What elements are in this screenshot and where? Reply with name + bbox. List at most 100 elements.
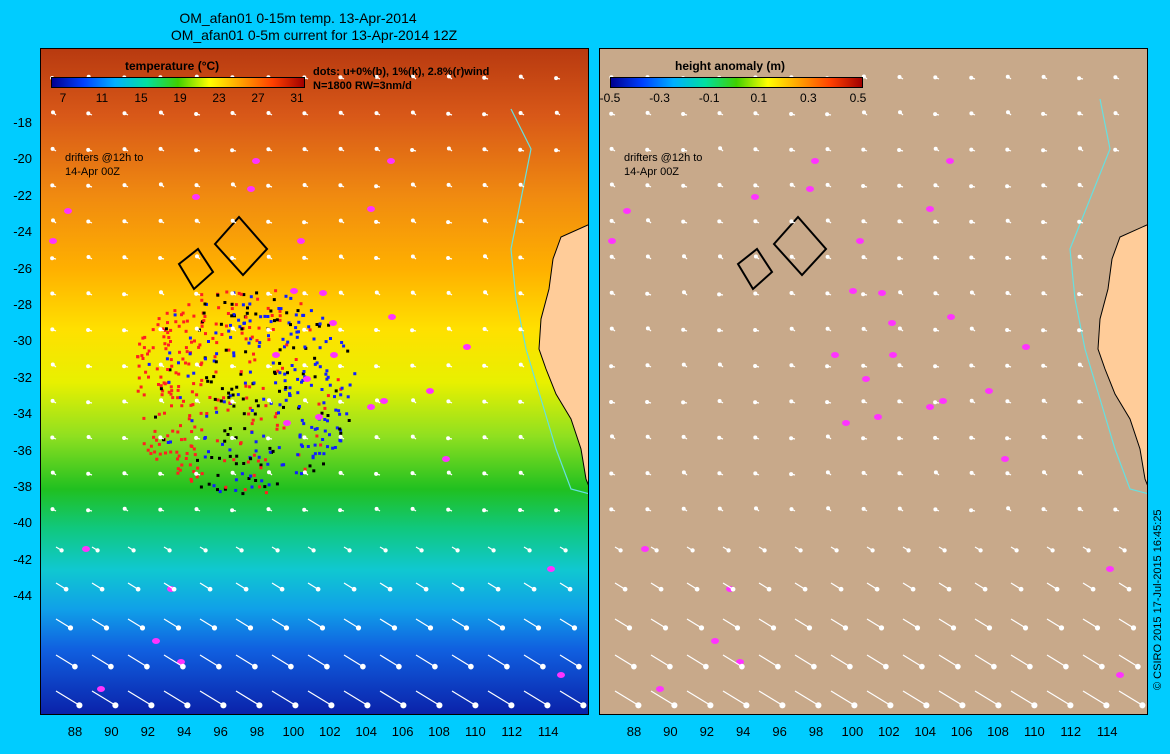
particle-dot [241,303,245,307]
particle-dot [157,317,161,321]
current-vector-head [436,702,443,709]
current-vector-head [789,436,794,441]
particle-dot [238,325,242,329]
particle-dot [149,452,153,455]
height-anomaly-map-panel[interactable]: height anomaly (m) -0.5 -0.3 -0.1 0.1 0.3 0.5… [599,48,1148,715]
current-vector [235,618,251,629]
particle-dot [181,357,185,361]
particle-dot [282,405,285,409]
current-vector-head [230,182,235,187]
particle-dot [281,337,285,341]
longitude-label: 110 [465,724,486,739]
current-vector-head [1135,663,1141,670]
current-vector-head [933,507,938,512]
current-vector-head [446,399,451,404]
particle-dot [244,384,248,388]
current-vector-head [446,326,451,331]
current-vector-head [338,75,343,80]
particle-dot [142,416,146,420]
current-vector-head [654,548,659,553]
current-vector-head [645,147,650,152]
particle-dot [334,389,338,393]
particle-dot [223,487,227,491]
particle-dot [295,330,299,334]
particle-dot [159,375,163,379]
current-vector-head [319,625,326,631]
particle-dot [237,291,241,295]
map-title-line-1: OM_afan01 0-15m temp. 13-Apr-2014 [179,10,417,26]
particle-dot [235,454,239,458]
particle-dot [263,485,267,489]
current-vector-head [374,290,379,295]
current-vector-head [1005,147,1010,152]
current-vector-head [1041,291,1046,296]
particle-dot [271,449,275,453]
particle-dot [286,371,289,375]
current-vector-head [1077,76,1082,81]
particle-dot [182,320,186,324]
particle-dot [325,377,329,381]
colorbar-tick: 19 [173,91,187,105]
current-vector [55,618,71,629]
current-vector-head [355,625,362,631]
particle-dot [245,311,249,315]
current-vector-head [825,112,830,117]
particle-dot [199,411,203,415]
current-vector-head [423,586,429,592]
current-vector-head [1005,436,1010,441]
current-vector-head [167,548,172,553]
current-vector-head [230,256,235,260]
particle-dot [303,467,307,471]
current-vector-head [645,434,650,439]
particle-dot [254,312,258,316]
current-vector-head [1005,74,1010,79]
particle-dot [267,334,270,338]
particle-dot [271,361,275,365]
particle-dot [322,401,326,405]
particle-dot [241,397,245,401]
current-vector [758,618,774,629]
temperature-map-panel[interactable]: temperature (°C) 7 11 15 19 23 27 31 dots: u+0… [40,48,589,715]
particle-dot [278,318,282,322]
colorbar-tick: 27 [251,91,265,105]
particle-dot [193,453,197,457]
current-vector-head [531,586,537,592]
current-vector-head [969,255,974,260]
particle-dot [216,473,220,477]
current-vector-head [969,363,974,368]
current-vector-head [897,399,902,404]
current-vector [91,654,112,668]
current-vector-head [103,625,110,631]
particle-dot [187,303,191,307]
current-vector-head [158,471,163,476]
particle-dot [180,313,183,317]
current-vector-head [374,256,379,260]
particle-dot [252,473,256,477]
current-vector-head [1041,328,1046,333]
current-vector-head [230,148,235,153]
particle-dot [323,429,327,433]
latitude-label: -34 [13,406,32,422]
particle-dot [163,342,167,346]
current-vector-head [411,398,416,403]
particle-dot [278,309,282,313]
particle-dot [144,370,148,374]
particle-dot [254,399,258,403]
current-vector [271,654,292,668]
current-vector-head [86,508,91,513]
particle-dot [169,450,173,454]
current-vector-head [730,586,736,592]
current-vector-head [898,110,902,115]
particle-dot [193,425,197,429]
longitude-label: 90 [663,724,678,739]
particle-dot [256,297,260,301]
current-vector-head [914,625,921,631]
drifter-blob [736,659,744,665]
particle-dot [254,449,258,453]
current-vector [974,618,990,629]
current-vector-head [933,400,938,405]
current-vector-head [338,434,343,439]
current-vector-head [1130,625,1137,631]
current-vector-head [969,147,974,152]
current-vector-head [1005,184,1010,189]
